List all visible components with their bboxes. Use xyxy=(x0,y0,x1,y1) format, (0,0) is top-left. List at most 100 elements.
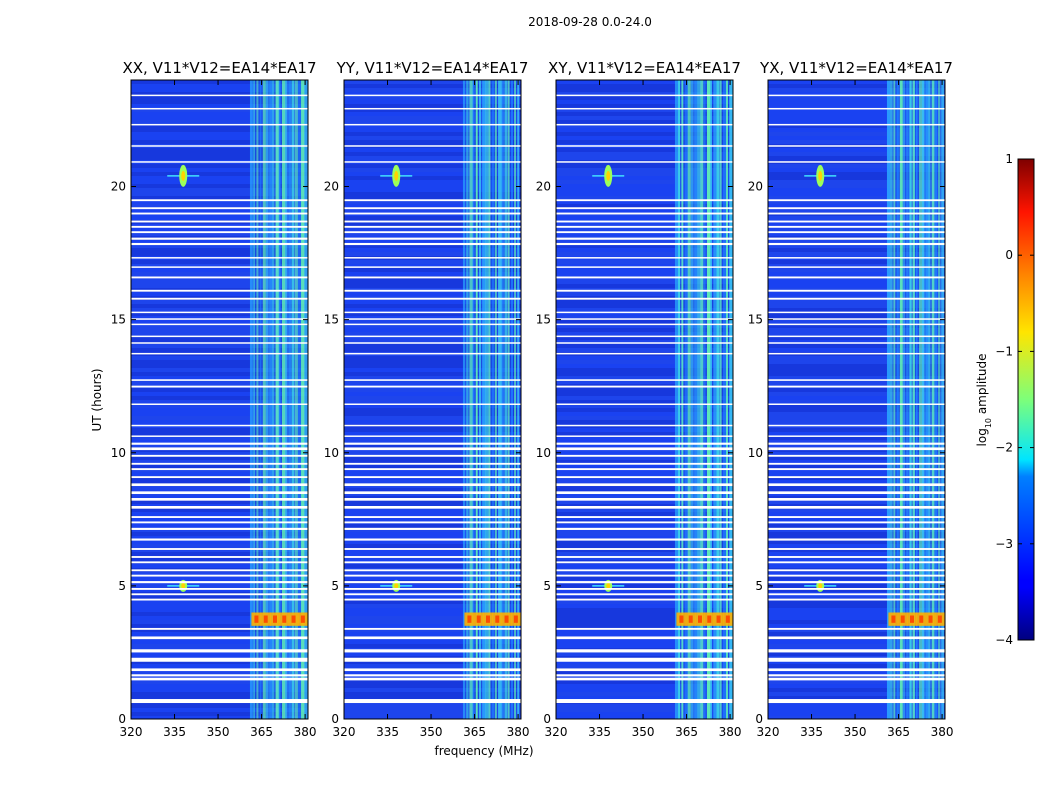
noise-row xyxy=(556,120,733,124)
noise-row xyxy=(768,612,945,616)
rfi-streak xyxy=(498,80,502,719)
noise-row xyxy=(556,652,733,656)
noise-row xyxy=(131,588,308,592)
rfi-streak xyxy=(485,80,489,719)
rfi-streak xyxy=(269,80,273,719)
noise-row xyxy=(768,128,945,132)
noise-row xyxy=(131,316,308,320)
y-tick-label: 5 xyxy=(755,579,763,593)
rfi-streak xyxy=(475,80,478,719)
noise-row xyxy=(768,572,945,576)
flagged-interval xyxy=(768,289,945,292)
noise-row xyxy=(768,412,945,416)
flagged-interval xyxy=(344,94,521,97)
burst-core xyxy=(937,615,942,623)
flagged-interval xyxy=(131,521,308,524)
flagged-interval xyxy=(131,318,308,320)
noise-row xyxy=(556,528,733,532)
noise-row xyxy=(556,324,733,328)
noise-row xyxy=(131,688,308,692)
noise-row xyxy=(131,184,308,188)
noise-row xyxy=(556,548,733,552)
noise-row xyxy=(131,540,308,544)
noise-row xyxy=(556,508,733,512)
flagged-interval xyxy=(556,506,733,509)
noise-row xyxy=(556,180,733,184)
noise-row xyxy=(344,400,521,404)
flagged-interval xyxy=(556,668,733,672)
point-source-core xyxy=(606,170,611,181)
flagged-interval xyxy=(344,403,521,405)
flagged-interval xyxy=(131,207,308,210)
noise-row xyxy=(131,80,308,84)
noise-row xyxy=(768,336,945,340)
flagged-interval xyxy=(768,435,945,437)
flagged-interval xyxy=(344,289,521,292)
noise-row xyxy=(131,544,308,548)
noise-row xyxy=(131,436,308,440)
flagged-interval xyxy=(556,323,733,326)
flagged-interval xyxy=(344,311,521,314)
flagged-interval xyxy=(131,556,308,558)
noise-row xyxy=(768,716,945,719)
x-tick-label: 350 xyxy=(420,725,443,739)
y-tick-label: 20 xyxy=(536,180,551,194)
noise-row xyxy=(131,692,308,696)
flagged-interval xyxy=(344,145,521,147)
noise-row xyxy=(344,412,521,416)
noise-row xyxy=(556,544,733,548)
flagged-interval xyxy=(131,574,308,577)
flagged-interval xyxy=(344,498,521,501)
noise-row xyxy=(768,372,945,376)
flagged-interval xyxy=(556,442,733,445)
flagged-interval xyxy=(556,677,733,681)
noise-row xyxy=(556,388,733,392)
flagged-interval xyxy=(768,403,945,405)
rfi-streak xyxy=(288,80,292,719)
noise-row xyxy=(344,200,521,204)
flagged-interval xyxy=(768,468,945,471)
rfi-streak xyxy=(494,80,497,719)
noise-row xyxy=(131,516,308,520)
flagged-interval xyxy=(768,598,945,601)
noise-row xyxy=(131,628,308,632)
noise-row xyxy=(131,152,308,156)
noise-row xyxy=(344,624,521,628)
flagged-interval xyxy=(556,569,733,572)
noise-row xyxy=(344,688,521,692)
noise-row xyxy=(556,660,733,664)
noise-row xyxy=(344,456,521,460)
noise-row xyxy=(556,172,733,176)
noise-row xyxy=(556,420,733,424)
flagged-interval xyxy=(344,581,521,584)
flagged-interval xyxy=(131,107,308,110)
noise-row xyxy=(131,208,308,212)
noise-row xyxy=(344,260,521,264)
noise-row xyxy=(344,616,521,620)
flagged-interval xyxy=(131,674,308,677)
flagged-interval xyxy=(768,677,945,681)
flagged-interval xyxy=(344,266,521,268)
noise-row xyxy=(344,472,521,476)
x-tick-label: 380 xyxy=(719,725,742,739)
flagged-interval xyxy=(556,674,733,677)
y-tick-label: 15 xyxy=(111,313,126,327)
noise-row xyxy=(556,588,733,592)
flagged-interval xyxy=(556,598,733,601)
rfi-streak xyxy=(482,80,486,719)
noise-row xyxy=(344,136,521,140)
noise-row xyxy=(768,420,945,424)
flagged-interval xyxy=(556,276,733,279)
flagged-interval xyxy=(768,323,945,326)
noise-row xyxy=(556,512,733,516)
noise-row xyxy=(344,188,521,192)
noise-row xyxy=(344,540,521,544)
noise-row xyxy=(556,516,733,520)
flagged-interval xyxy=(768,483,945,487)
heatmap-image xyxy=(768,80,945,719)
colorbar-tick-label: 0 xyxy=(1005,248,1013,262)
noise-row xyxy=(768,84,945,88)
flagged-interval xyxy=(556,145,733,147)
colorbar: log10 amplitude 10−1−2−3−4 xyxy=(975,152,1035,647)
rfi-streak xyxy=(899,80,903,719)
